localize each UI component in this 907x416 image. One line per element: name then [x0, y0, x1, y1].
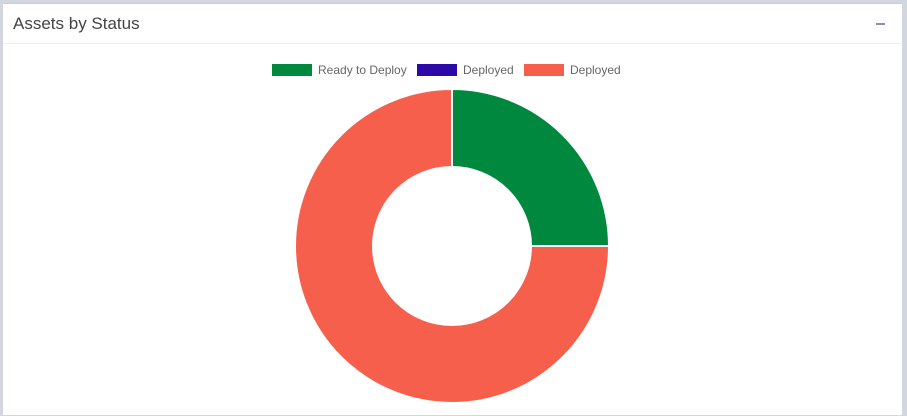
minus-icon[interactable]	[874, 16, 888, 30]
chart-legend: Ready to Deploy Deployed Deployed	[3, 62, 902, 78]
doughnut-slice-0[interactable]	[451, 87, 611, 247]
doughnut-slice-2[interactable]	[294, 87, 611, 404]
legend-label: Ready to Deploy	[318, 63, 407, 77]
assets-by-status-panel: Assets by Status Ready to Deploy Deploye…	[3, 3, 902, 415]
legend-swatch	[272, 64, 312, 76]
legend-label: Deployed	[570, 63, 621, 77]
legend-swatch	[417, 64, 457, 76]
panel-title: Assets by Status	[13, 14, 140, 33]
panel-header: Assets by Status	[3, 4, 902, 44]
legend-swatch	[524, 64, 564, 76]
legend-item-deployed[interactable]: Deployed	[417, 62, 514, 78]
legend-item-deployed-2[interactable]: Deployed	[524, 62, 621, 78]
legend-item-ready-to-deploy[interactable]: Ready to Deploy	[272, 62, 407, 78]
legend-label: Deployed	[463, 63, 514, 77]
doughnut-chart	[294, 87, 611, 404]
